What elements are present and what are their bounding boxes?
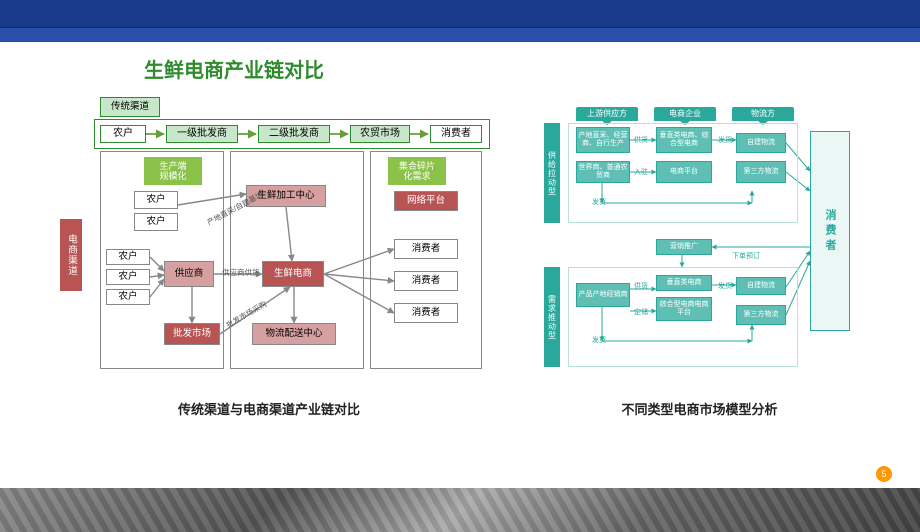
- block-top: 第三方物流: [736, 161, 786, 183]
- node-n_farm4: 农户: [106, 269, 150, 285]
- page-title: 生鲜电商产业链对比: [144, 54, 896, 83]
- node-n_cons3: 消费者: [394, 303, 458, 323]
- edge-label: 供货: [634, 135, 648, 145]
- consumer-column: 消费者: [810, 131, 850, 331]
- edge-label: 发货: [592, 197, 606, 207]
- label-traditional-channel: 传统渠道: [100, 97, 160, 117]
- edge-label: 发货: [718, 135, 732, 145]
- row-label: 需求推动型: [544, 267, 560, 367]
- node-n_farm2: 农户: [134, 213, 178, 231]
- node-n_wholesale: 批发市场: [164, 323, 220, 345]
- edge-label: 下单预订: [732, 251, 760, 261]
- node-n_netplat: 网络平台: [394, 191, 458, 211]
- col-header: 物流方: [732, 107, 794, 121]
- edge-label: 发货: [718, 281, 732, 291]
- edge-label: 定储: [634, 307, 648, 317]
- top-row-node: 消费者: [430, 125, 482, 143]
- header-bar-2: [0, 28, 920, 42]
- block-bottom: 产品产地经销商: [576, 283, 630, 307]
- content-row: 传统渠道 电商渠道 农户一级批发商二级批发商农贸市场消费者生产端 规模化: [24, 91, 896, 418]
- mid-node: 营销推广: [656, 239, 712, 255]
- node-n_supplier: 供应商: [164, 261, 214, 287]
- block-top: 自建物流: [736, 133, 786, 153]
- block-bottom: 自建物流: [736, 277, 786, 295]
- top-row-node: 一级批发商: [166, 125, 238, 143]
- top-row-node: 农户: [100, 125, 146, 143]
- label-ecom-channel: 电商渠道: [60, 219, 82, 291]
- block-top: 垂直类电商、综合型电商: [656, 127, 712, 153]
- grey-frame: [370, 151, 482, 369]
- block-top: 电商平台: [656, 161, 712, 183]
- bottom-photo-strip: [0, 488, 920, 532]
- block-top: 产地直采、经营商、自行生产: [576, 127, 630, 153]
- block-bottom: 第三方物流: [736, 305, 786, 325]
- col-header: 电商企业: [654, 107, 716, 121]
- top-row-node: 二级批发商: [258, 125, 330, 143]
- right-caption: 不同类型电商市场模型分析: [532, 399, 867, 418]
- node-n_cons1: 消费者: [394, 239, 458, 259]
- row-label: 供给拉动型: [544, 123, 560, 223]
- left-diagram: 传统渠道 电商渠道 农户一级批发商二级批发商农贸市场消费者生产端 规模化: [24, 91, 514, 391]
- node-n_farm1: 农户: [134, 191, 178, 209]
- node-n_cons2: 消费者: [394, 271, 458, 291]
- left-panel: 传统渠道 电商渠道 农户一级批发商二级批发商农贸市场消费者生产端 规模化: [24, 91, 514, 418]
- node-n_logistics: 物流配送中心: [252, 323, 336, 345]
- slide-body: 生鲜电商产业链对比 传统渠道 电商渠道: [0, 42, 920, 488]
- block-top: 世界商、普通农贸商: [576, 161, 630, 183]
- block-bottom: 垂直类电商: [656, 275, 712, 291]
- node-n_farm5: 农户: [106, 289, 150, 305]
- top-row-node: 农贸市场: [350, 125, 410, 143]
- right-panel: 消费者 上游供应方 电商企业 物流方供给拉动型需求推动型 产地直采、经营商、自行生产世…: [532, 91, 867, 418]
- page-number: 5: [876, 466, 892, 482]
- node-n_fresh: 生鲜电商: [262, 261, 324, 287]
- edge-label: 入驻: [634, 167, 648, 177]
- node-n_farm3: 农户: [106, 249, 150, 265]
- edge-label: 发货: [592, 335, 606, 345]
- edge-label: 供货: [634, 281, 648, 291]
- header-bar: [0, 0, 920, 28]
- col-header: 上游供应方: [576, 107, 638, 121]
- edge-label: 供应商供货: [222, 267, 260, 278]
- right-diagram: 消费者 上游供应方 电商企业 物流方供给拉动型需求推动型 产地直采、经营商、自行生产世…: [532, 91, 867, 391]
- block-bottom: 综合型电商电商平台: [656, 297, 712, 321]
- left-caption: 传统渠道与电商渠道产业链对比: [24, 399, 514, 418]
